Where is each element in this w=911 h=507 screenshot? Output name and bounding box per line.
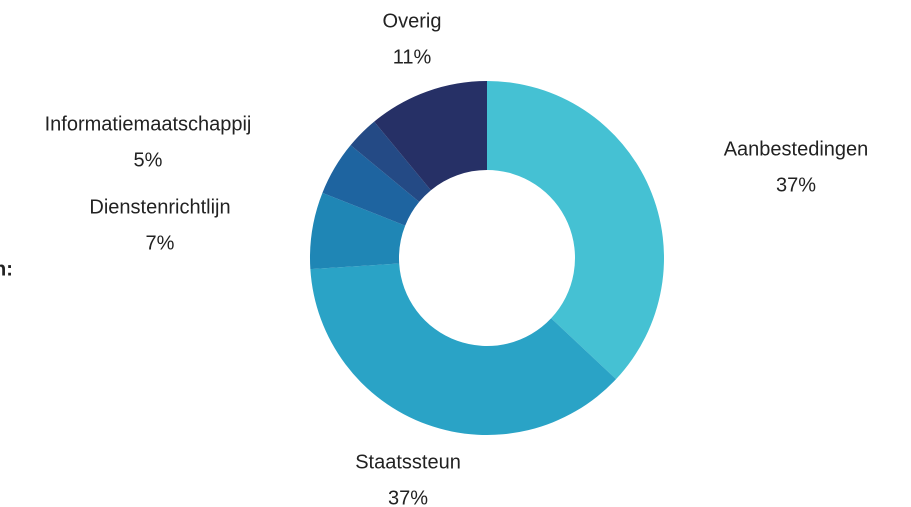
slice-label: Dienstenrichtlijn <box>89 196 230 218</box>
slice-label: Staatssteun <box>355 451 461 473</box>
slice-label: Aanbestedingen <box>724 138 869 160</box>
slice-label: Informatiemaatschappij <box>45 113 252 135</box>
donut-slice <box>322 145 420 226</box>
annotation: n: <box>0 258 13 280</box>
donut-slice <box>310 263 617 436</box>
slice-label: Overig <box>383 10 442 32</box>
donut-slice <box>310 192 406 270</box>
donut-slice <box>487 81 664 380</box>
slice-value-label: 7% <box>146 232 175 254</box>
slice-value-label: 37% <box>776 174 816 196</box>
slice-value-label: 11% <box>393 46 432 68</box>
donut-slice <box>350 121 431 202</box>
slice-value-label: 5% <box>134 149 163 171</box>
slice-value-label: 37% <box>388 487 428 507</box>
donut-slice <box>374 81 487 191</box>
